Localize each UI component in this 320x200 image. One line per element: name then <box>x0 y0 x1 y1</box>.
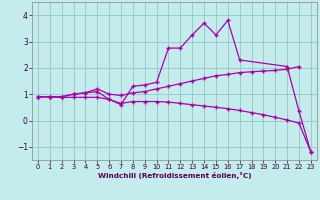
X-axis label: Windchill (Refroidissement éolien,°C): Windchill (Refroidissement éolien,°C) <box>98 172 251 179</box>
